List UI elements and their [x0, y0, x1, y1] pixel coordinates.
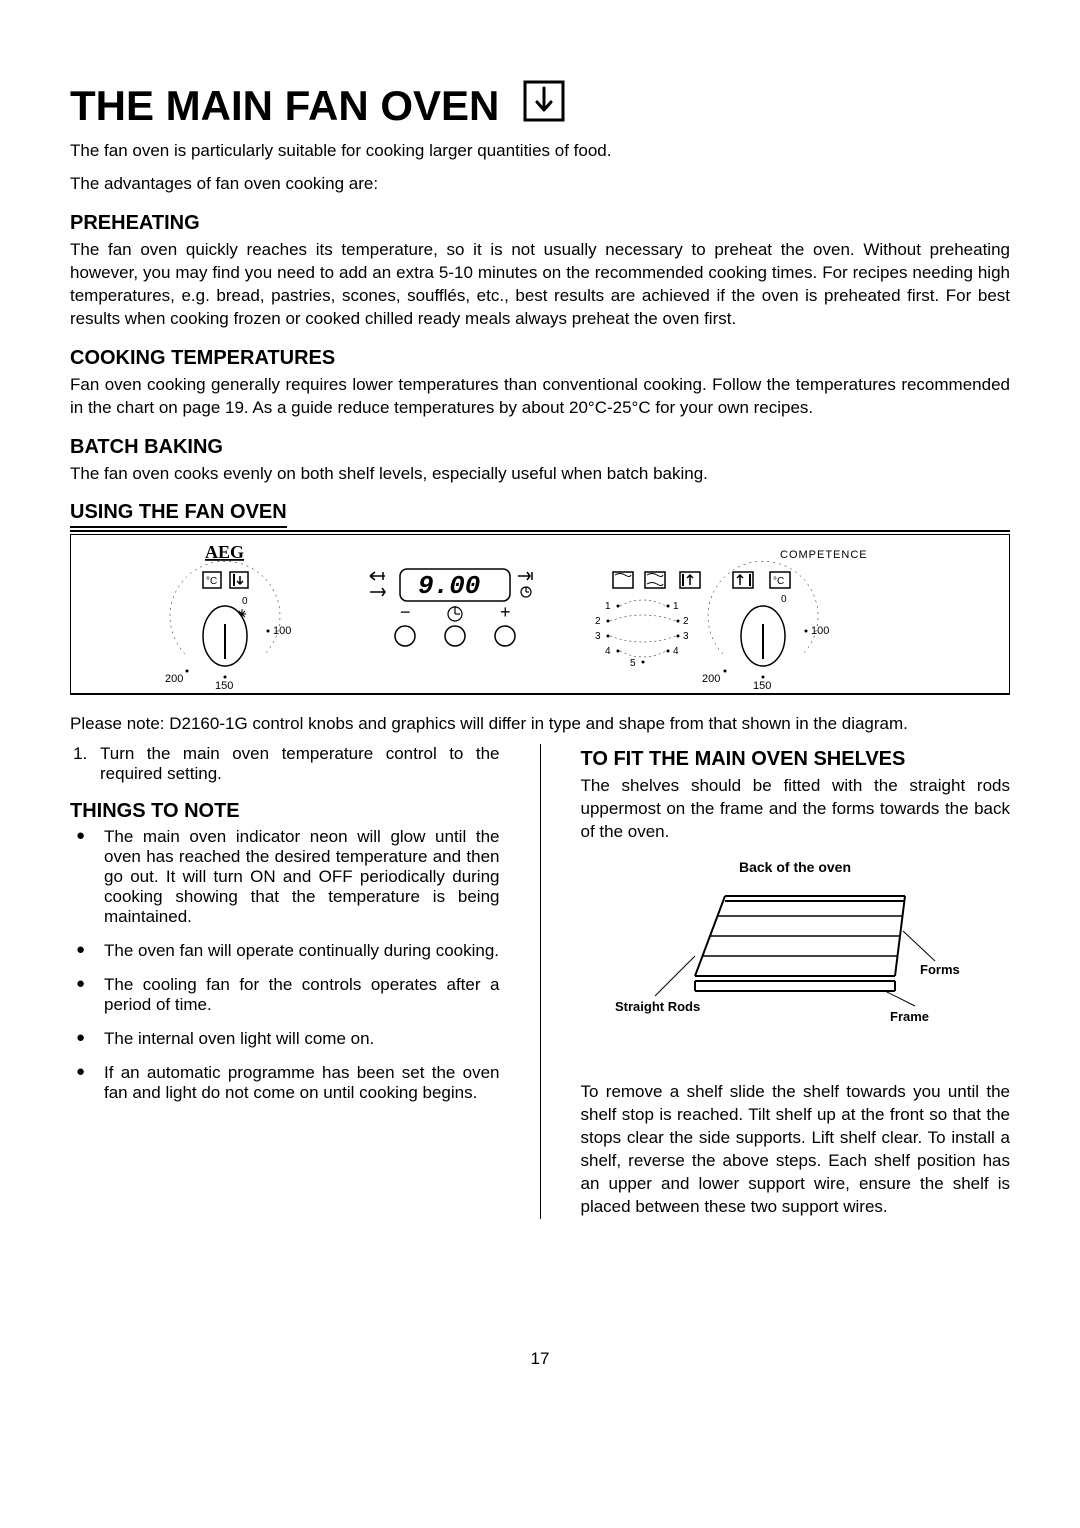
- preheating-body: The fan oven quickly reaches its tempera…: [70, 239, 1010, 331]
- preheating-heading: PREHEATING: [70, 212, 1010, 235]
- svg-text:1: 1: [605, 601, 611, 612]
- svg-text:100: 100: [811, 625, 829, 637]
- fan-icon: [523, 80, 565, 132]
- batch-body: The fan oven cooks evenly on both shelf …: [70, 463, 1010, 486]
- note-item: The main oven indicator neon will glow u…: [70, 827, 500, 927]
- batch-heading: BATCH BAKING: [70, 436, 1010, 459]
- svg-text:°C: °C: [773, 576, 784, 587]
- step-1: Turn the main oven temperature control t…: [92, 744, 500, 784]
- svg-text:0: 0: [242, 596, 248, 607]
- panel-note: Please note: D2160-1G control knobs and …: [70, 714, 1010, 734]
- svg-text:4: 4: [673, 646, 679, 657]
- svg-text:Straight Rods: Straight Rods: [615, 999, 700, 1014]
- svg-text:3: 3: [683, 631, 689, 642]
- svg-text:200: 200: [165, 673, 183, 685]
- heading-underline: [70, 530, 1010, 532]
- fit-shelves-heading: TO FIT THE MAIN OVEN SHELVES: [581, 748, 1011, 771]
- fit-shelves-body: To remove a shelf slide the shelf toward…: [581, 1081, 1011, 1219]
- steps-list: Turn the main oven temperature control t…: [70, 744, 500, 784]
- svg-text:200: 200: [702, 673, 720, 685]
- page-title: THE MAIN FAN OVEN: [70, 80, 1010, 132]
- cooking-temps-heading: COOKING TEMPERATURES: [70, 347, 1010, 370]
- svg-text:Forms: Forms: [920, 962, 960, 977]
- intro-text-2: The advantages of fan oven cooking are:: [70, 173, 1010, 196]
- page: THE MAIN FAN OVEN The fan oven is partic…: [70, 0, 1010, 1409]
- right-column: TO FIT THE MAIN OVEN SHELVES The shelves…: [581, 744, 1011, 1218]
- column-divider: [540, 744, 541, 1218]
- page-number: 17: [70, 1349, 1010, 1369]
- cooking-temps-body: Fan oven cooking generally requires lowe…: [70, 374, 1010, 420]
- shelf-diagram: Back of the oven: [581, 856, 1011, 1041]
- svg-text:5: 5: [630, 658, 636, 669]
- notes-list: The main oven indicator neon will glow u…: [70, 827, 500, 1103]
- fit-shelves-intro: The shelves should be fitted with the st…: [581, 775, 1011, 844]
- svg-text:1: 1: [673, 601, 679, 612]
- brand-label: AEG: [205, 542, 244, 562]
- svg-text:2: 2: [595, 616, 601, 627]
- two-column-layout: Turn the main oven temperature control t…: [70, 744, 1010, 1218]
- svg-text:9.00: 9.00: [418, 571, 480, 601]
- note-item: If an automatic programme has been set t…: [70, 1063, 500, 1103]
- svg-text:150: 150: [753, 680, 771, 692]
- svg-text:2: 2: [683, 616, 689, 627]
- note-item: The internal oven light will come on.: [70, 1029, 500, 1049]
- svg-text:−: −: [400, 602, 411, 622]
- svg-text:100: 100: [273, 625, 291, 637]
- title-text: THE MAIN FAN OVEN: [70, 82, 499, 130]
- svg-text:150: 150: [215, 680, 233, 692]
- svg-text:°C: °C: [206, 576, 217, 587]
- left-column: Turn the main oven temperature control t…: [70, 744, 500, 1218]
- svg-text:+: +: [500, 602, 511, 622]
- control-panel-diagram: AEG COMPETENCE °C 0 100 200 150: [70, 534, 1010, 704]
- svg-text:4: 4: [605, 646, 611, 657]
- intro-text-1: The fan oven is particularly suitable fo…: [70, 140, 1010, 163]
- things-to-note-heading: THINGS TO NOTE: [70, 800, 500, 823]
- svg-text:Frame: Frame: [890, 1009, 929, 1024]
- note-item: The oven fan will operate continually du…: [70, 941, 500, 961]
- svg-text:Back of the oven: Back of the oven: [739, 859, 851, 875]
- svg-text:0: 0: [781, 594, 787, 605]
- using-heading: USING THE FAN OVEN: [70, 501, 1010, 528]
- svg-text:3: 3: [595, 631, 601, 642]
- brand-right-label: COMPETENCE: [780, 549, 868, 561]
- note-item: The cooling fan for the controls operate…: [70, 975, 500, 1015]
- using-heading-text: USING THE FAN OVEN: [70, 501, 287, 528]
